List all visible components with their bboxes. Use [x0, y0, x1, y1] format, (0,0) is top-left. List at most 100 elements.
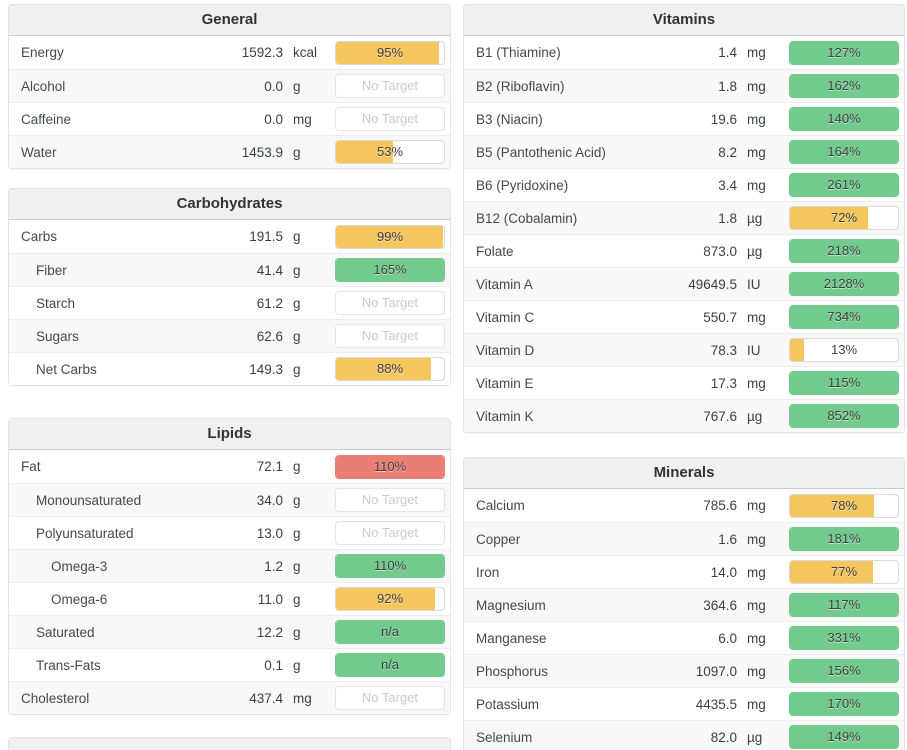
nutrient-value: 0.0	[264, 111, 283, 127]
nutrient-value: 149.3	[249, 361, 283, 377]
panel-title: General	[9, 5, 450, 36]
nutrient-unit: g	[293, 78, 301, 94]
progress-fill	[790, 726, 898, 748]
nutrient-label: Sugars	[36, 328, 79, 344]
nutrient-unit: mg	[747, 309, 766, 325]
nutrient-row[interactable]: Vitamin E 17.3 mg 115%	[464, 366, 904, 399]
nutrient-row[interactable]: Trans-Fats 0.1 g n/a	[9, 648, 450, 681]
progress-fill	[336, 555, 444, 577]
nutrient-row[interactable]: B2 (Riboflavin) 1.8 mg 162%	[464, 69, 904, 102]
progress-fill	[336, 225, 443, 248]
nutrient-row[interactable]: Fat 72.1 g 110%	[9, 450, 450, 483]
nutrient-value: 0.0	[264, 78, 283, 94]
nutrient-row[interactable]: Selenium 82.0 µg 149%	[464, 720, 904, 750]
nutrient-value: 1.8	[718, 78, 737, 94]
progress-label: No Target	[361, 295, 419, 310]
nutrient-row[interactable]: B5 (Pantothenic Acid) 8.2 mg 164%	[464, 135, 904, 168]
progress-bar: 261%	[789, 173, 899, 197]
progress-label: 165%	[373, 262, 407, 277]
nutrient-label: Fiber	[36, 262, 67, 278]
nutrient-label: Caffeine	[21, 111, 72, 127]
nutrient-unit: mg	[747, 177, 766, 193]
nutrient-unit: IU	[747, 342, 761, 358]
progress-label: No Target	[361, 111, 419, 126]
nutrient-row[interactable]: Potassium 4435.5 mg 170%	[464, 687, 904, 720]
nutrient-value: 364.6	[703, 597, 737, 613]
progress-label: No Target	[361, 525, 419, 540]
nutrient-row[interactable]: Manganese 6.0 mg 331%	[464, 621, 904, 654]
progress-bar: 115%	[789, 371, 899, 395]
nutrient-row[interactable]: Water 1453.9 g 53%	[9, 135, 450, 168]
progress-fill	[790, 306, 898, 328]
progress-label: 95%	[376, 44, 404, 60]
nutrient-row[interactable]: Iron 14.0 mg 77%	[464, 555, 904, 588]
nutrient-row[interactable]: Vitamin A 49649.5 IU 2128%	[464, 267, 904, 300]
nutrient-unit: mg	[747, 564, 766, 580]
nutrient-row[interactable]: Caffeine 0.0 mg No Target	[9, 102, 450, 135]
nutrient-value: 873.0	[703, 243, 737, 259]
progress-label: 852%	[827, 408, 861, 423]
nutrient-row[interactable]: Sugars 62.6 g No Target	[9, 319, 450, 352]
progress-bar: n/a	[335, 620, 445, 644]
nutrient-row[interactable]: Omega-6 11.0 g 92%	[9, 582, 450, 615]
nutrient-row[interactable]: Omega-3 1.2 g 110%	[9, 549, 450, 582]
nutrient-unit: IU	[747, 276, 761, 292]
progress-bar: 53%	[335, 140, 445, 164]
nutrient-row[interactable]: Saturated 12.2 g n/a	[9, 615, 450, 648]
nutrient-value: 191.5	[249, 229, 283, 244]
nutrient-row[interactable]: Phosphorus 1097.0 mg 156%	[464, 654, 904, 687]
nutrient-unit: mg	[747, 597, 766, 613]
nutrient-unit: g	[293, 229, 301, 244]
progress-bar: 2128%	[789, 272, 899, 296]
nutrient-unit: mg	[293, 690, 312, 706]
nutrient-row[interactable]: B6 (Pyridoxine) 3.4 mg 261%	[464, 168, 904, 201]
nutrient-value: 82.0	[710, 729, 737, 745]
nutrient-value: 61.2	[256, 295, 283, 311]
nutrient-unit: g	[293, 657, 301, 673]
nutrient-unit: g	[293, 144, 301, 160]
nutrient-row[interactable]: Vitamin K 767.6 µg 852%	[464, 399, 904, 432]
nutrient-row[interactable]: Cholesterol 437.4 mg No Target	[9, 681, 450, 714]
nutrient-row[interactable]: Polyunsaturated 13.0 g No Target	[9, 516, 450, 549]
progress-fill	[790, 108, 898, 130]
nutrient-value: 1.6	[718, 531, 737, 547]
nutrient-row[interactable]: Energy 1592.3 kcal 95%	[9, 36, 450, 69]
progress-bar: 92%	[335, 587, 445, 611]
nutrient-value: 14.0	[710, 564, 737, 580]
nutrient-row[interactable]: Fiber 41.4 g 165%	[9, 253, 450, 286]
nutrient-row[interactable]: Net Carbs 149.3 g 88%	[9, 352, 450, 385]
nutrient-value: 1.4	[718, 45, 737, 60]
minerals-panel: Minerals Calcium 785.6 mg 78% Copper 1.6 mg 181%…	[463, 457, 905, 750]
progress-fill	[790, 693, 898, 715]
progress-bar: 140%	[789, 107, 899, 131]
nutrient-unit: mg	[747, 663, 766, 679]
progress-fill	[790, 528, 898, 550]
nutrient-row[interactable]: Carbs 191.5 g 99%	[9, 220, 450, 253]
nutrient-row[interactable]: Vitamin D 78.3 IU 13%	[464, 333, 904, 366]
progress-bar: 13%	[789, 338, 899, 362]
nutrient-value: 1453.9	[241, 144, 283, 160]
nutrient-label: B12 (Cobalamin)	[476, 210, 578, 226]
nutrient-unit: g	[293, 624, 301, 640]
nutrient-row[interactable]: Starch 61.2 g No Target	[9, 286, 450, 319]
nutrient-row[interactable]: Copper 1.6 mg 181%	[464, 522, 904, 555]
nutrient-label: Water	[21, 144, 57, 160]
nutrient-row[interactable]: Magnesium 364.6 mg 117%	[464, 588, 904, 621]
progress-bar: No Target	[335, 291, 445, 315]
nutrient-row[interactable]: Vitamin C 550.7 mg 734%	[464, 300, 904, 333]
nutrient-row[interactable]: Monounsaturated 34.0 g No Target	[9, 483, 450, 516]
nutrient-row[interactable]: Folate 873.0 µg 218%	[464, 234, 904, 267]
nutrient-row[interactable]: B1 (Thiamine) 1.4 mg 127%	[464, 36, 904, 69]
progress-label: 170%	[827, 696, 861, 711]
progress-bar: 165%	[335, 258, 445, 282]
nutrient-row[interactable]: B12 (Cobalamin) 1.8 µg 72%	[464, 201, 904, 234]
nutrient-row[interactable]: B3 (Niacin) 19.6 mg 140%	[464, 102, 904, 135]
progress-label: 110%	[373, 558, 407, 573]
progress-bar: No Target	[335, 74, 445, 98]
progress-bar: 78%	[789, 493, 899, 518]
progress-label: 115%	[827, 375, 861, 390]
nutrient-unit: mg	[293, 111, 312, 127]
nutrient-row[interactable]: Alcohol 0.0 g No Target	[9, 69, 450, 102]
nutrient-unit: mg	[747, 45, 766, 60]
nutrient-row[interactable]: Calcium 785.6 mg 78%	[464, 489, 904, 522]
